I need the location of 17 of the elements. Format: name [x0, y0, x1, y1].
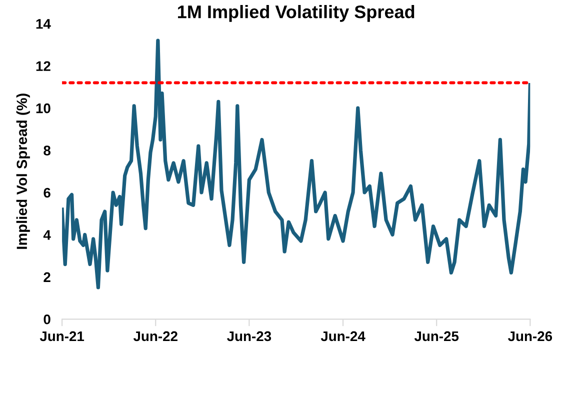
line-series — [62, 38, 530, 290]
x-tick-label: Jun-22 — [133, 331, 178, 342]
y-tick-label: 8 — [44, 146, 51, 156]
x-tick-label: Jun-21 — [40, 331, 84, 342]
x-tick-label: Jun-26 — [508, 331, 552, 342]
chart-title: 1M Implied Volatility Spread — [178, 5, 414, 22]
y-tick-label: 12 — [36, 61, 50, 71]
x-tick-label: Jun-24 — [320, 331, 366, 342]
x-tick-label: Jun-23 — [227, 331, 272, 342]
y-tick-label: 10 — [36, 103, 50, 114]
y-tick-label: 14 — [36, 19, 51, 29]
y-tick-label: 2 — [44, 272, 50, 282]
y-axis-title: Implied Vol Spread (%) — [16, 94, 30, 249]
y-tick-label: 0 — [44, 314, 50, 324]
y-tick-label: 6 — [44, 188, 50, 198]
y-tick-label: 4 — [43, 230, 51, 240]
x-tick-label: Jun-25 — [414, 331, 459, 342]
